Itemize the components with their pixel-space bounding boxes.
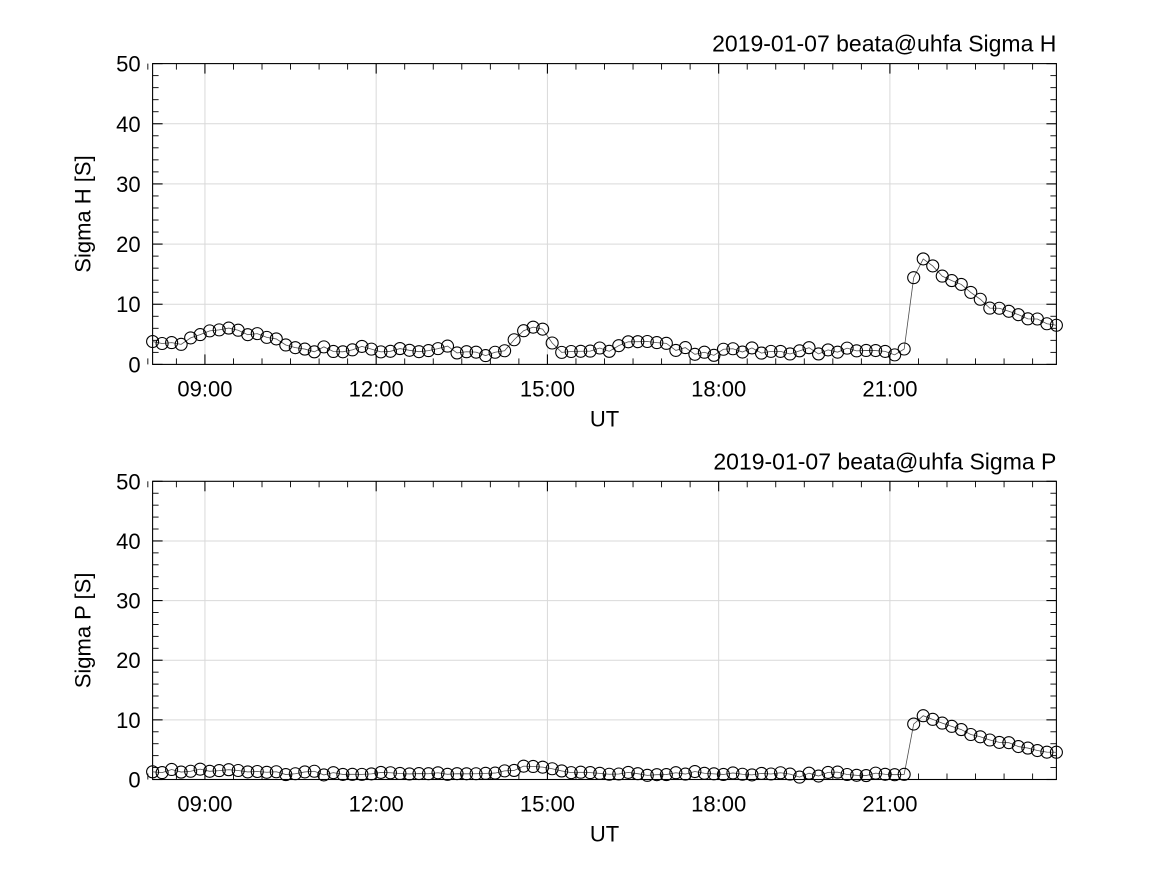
svg-text:0: 0 (128, 352, 140, 377)
svg-text:30: 30 (116, 172, 140, 197)
svg-text:30: 30 (116, 589, 140, 614)
svg-text:09:00: 09:00 (177, 376, 232, 401)
svg-text:UT: UT (590, 406, 619, 431)
svg-text:0: 0 (128, 768, 140, 793)
svg-text:20: 20 (116, 232, 140, 257)
svg-text:12:00: 12:00 (349, 376, 404, 401)
svg-text:40: 40 (116, 529, 140, 554)
svg-text:Sigma P [S]: Sigma P [S] (71, 573, 96, 689)
svg-text:18:00: 18:00 (691, 376, 746, 401)
svg-text:10: 10 (116, 292, 140, 317)
svg-text:15:00: 15:00 (520, 376, 575, 401)
svg-text:21:00: 21:00 (862, 376, 917, 401)
svg-text:Sigma H [S]: Sigma H [S] (71, 155, 96, 272)
svg-text:10: 10 (116, 708, 140, 733)
svg-text:18:00: 18:00 (691, 792, 746, 817)
svg-text:2019-01-07 beata@uhfa Sigma H: 2019-01-07 beata@uhfa Sigma H (712, 31, 1056, 57)
svg-text:20: 20 (116, 648, 140, 673)
svg-text:UT: UT (590, 822, 619, 847)
svg-text:50: 50 (116, 52, 140, 77)
svg-text:2019-01-07 beata@uhfa Sigma P: 2019-01-07 beata@uhfa Sigma P (713, 448, 1056, 474)
svg-text:12:00: 12:00 (349, 792, 404, 817)
svg-text:40: 40 (116, 112, 140, 137)
svg-text:21:00: 21:00 (862, 792, 917, 817)
svg-text:15:00: 15:00 (520, 792, 575, 817)
svg-text:09:00: 09:00 (177, 792, 232, 817)
svg-text:50: 50 (116, 469, 140, 494)
